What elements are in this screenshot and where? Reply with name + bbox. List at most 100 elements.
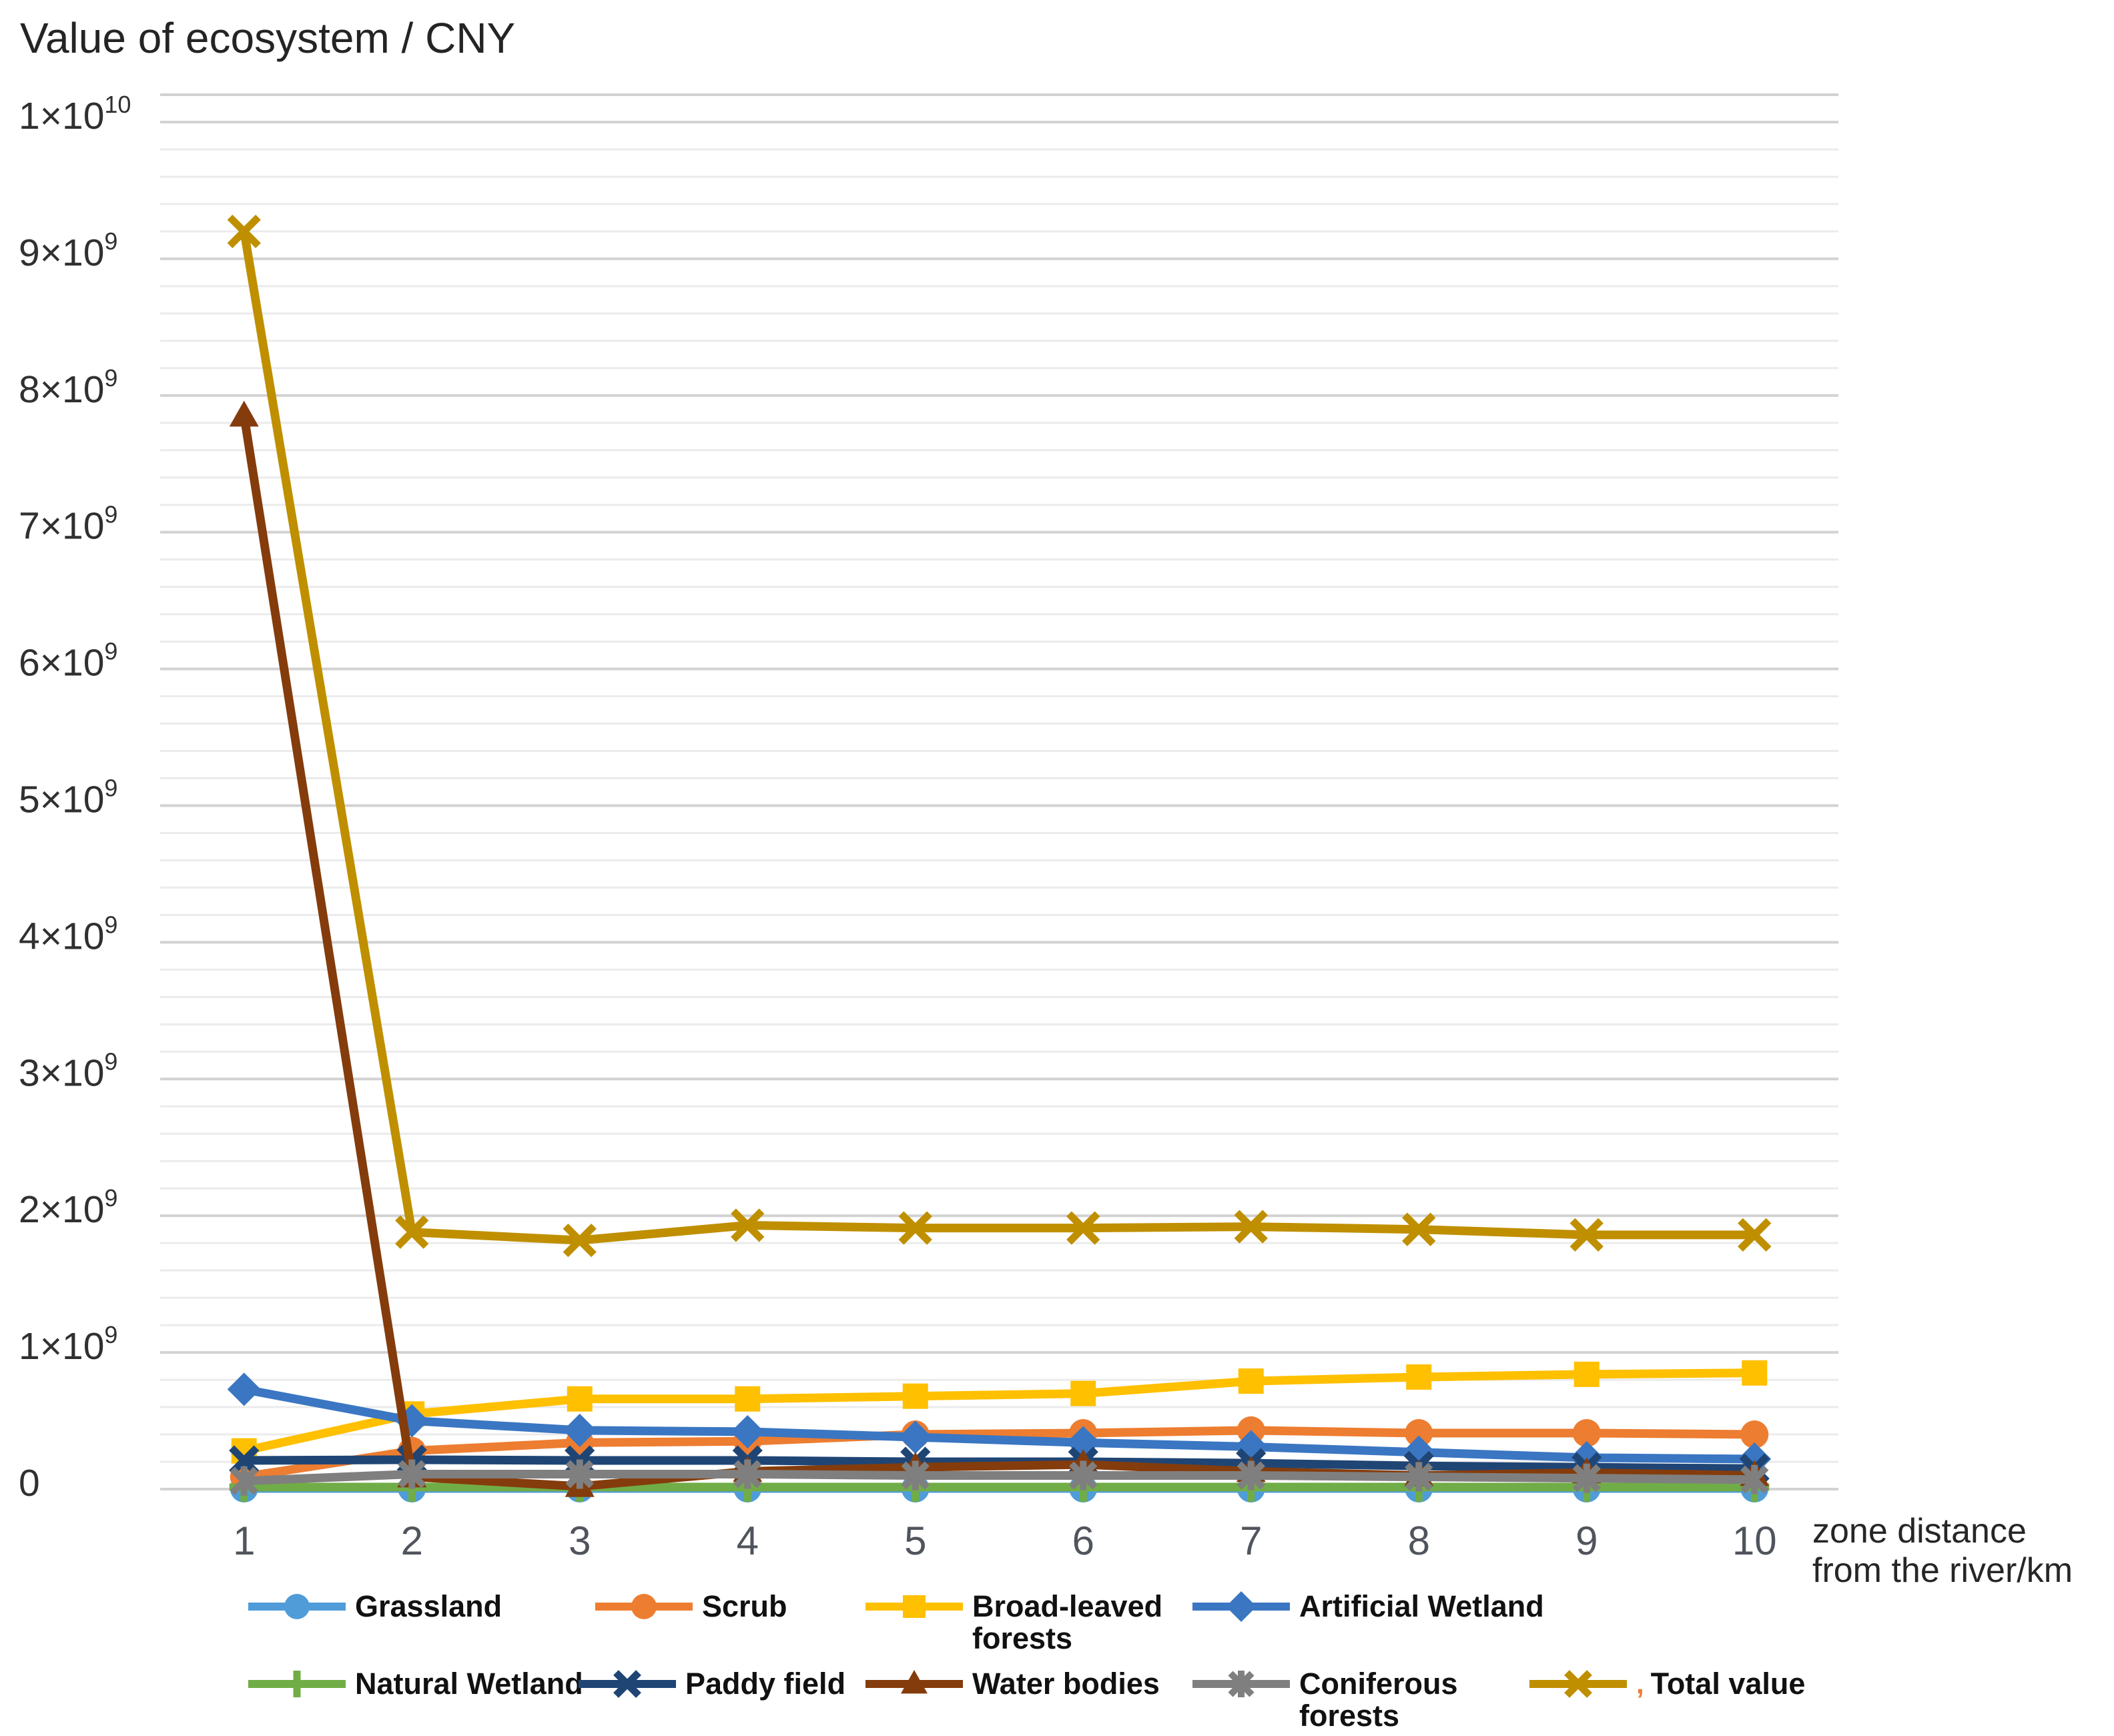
- legend-item-scrub: Scrub: [594, 1591, 787, 1623]
- x-axis-title: zone distance from the river/km: [1812, 1512, 2073, 1591]
- marker-diamond: [227, 1372, 261, 1406]
- x-tick-label: 1: [233, 1518, 255, 1563]
- x-tick-label: 8: [1408, 1518, 1430, 1563]
- marker-x: [1569, 1218, 1604, 1252]
- marker-asterisk: [1572, 1463, 1601, 1493]
- marker-asterisk: [1237, 1460, 1265, 1490]
- x-tick-label: 10: [1732, 1518, 1777, 1563]
- marker-circle: [1572, 1418, 1601, 1447]
- legend-item-water-bodies: Water bodies: [864, 1668, 1160, 1700]
- marker-x: [395, 1215, 429, 1249]
- marker-circle: [284, 1594, 310, 1619]
- legend-label: Natural Wetland: [355, 1667, 583, 1701]
- water-bodies-legend-marker-icon: [865, 1670, 963, 1694]
- x-tick-label: 9: [1575, 1518, 1598, 1563]
- marker-diamond: [731, 1414, 765, 1448]
- natural-wetland-legend-marker-icon: [248, 1671, 346, 1697]
- legend-label: Paddy field: [685, 1667, 846, 1701]
- y-tick-label: 0: [19, 1462, 40, 1504]
- marker-asterisk: [398, 1459, 426, 1489]
- x-tick-label: 3: [569, 1518, 591, 1563]
- marker-diamond: [1226, 1591, 1257, 1622]
- marker-x: [898, 1211, 932, 1245]
- legend-item-natural-wetland: Natural Wetland: [247, 1668, 583, 1700]
- legend-label: Water bodies: [972, 1667, 1160, 1701]
- x-tick-label: 5: [904, 1518, 926, 1563]
- x-tick-label: 7: [1240, 1518, 1262, 1563]
- series-line: [240, 1470, 1759, 1486]
- y-tick-label: 5×109: [19, 774, 117, 821]
- y-tick-label: 1×109: [19, 1321, 117, 1368]
- legend-item-coniferous-forests: Coniferous forests: [1191, 1668, 1458, 1732]
- marker-asterisk: [230, 1466, 258, 1496]
- marker-x: [227, 214, 261, 249]
- y-tick-label: 2×109: [19, 1184, 117, 1231]
- legend-label: Artificial Wetland: [1299, 1589, 1544, 1623]
- marker-asterisk: [1228, 1671, 1255, 1697]
- marker-square: [735, 1386, 761, 1412]
- grassland-legend-marker-icon: [248, 1594, 346, 1619]
- chart-title: Value of ecosystem / CNY: [20, 14, 516, 62]
- marker-plus: [284, 1671, 310, 1697]
- marker-circle: [631, 1594, 657, 1619]
- legend-item-artificial-wetland: Artificial Wetland: [1191, 1591, 1544, 1623]
- series-line: [240, 1426, 1759, 1482]
- legend-item-paddy-field: Paddy field: [577, 1668, 845, 1700]
- series-water-bodies: [229, 400, 1770, 1497]
- x-axis-labels: 1 2 3 4 5 6 7 8 9 10: [233, 1518, 1777, 1563]
- marker-x: [613, 1670, 641, 1698]
- y-axis-labels: 1×1010 9×109 8×109 7×109 6×109 5×109 4×109 3×10…: [19, 91, 131, 1504]
- y-tick-label: 6×109: [19, 638, 117, 685]
- coniferous-forests-legend-marker-icon: [1192, 1671, 1290, 1697]
- series-coniferous-forests: [230, 1459, 1769, 1496]
- legend-item-broad-leaved-forests: Broad-leaved forests: [864, 1591, 1162, 1655]
- x-axis-title-line1: zone distance: [1812, 1512, 2027, 1551]
- marker-asterisk: [1069, 1460, 1098, 1490]
- x-tick-label: 4: [737, 1518, 759, 1563]
- marker-asterisk: [1740, 1464, 1769, 1494]
- x-axis-title-line2: from the river/km: [1812, 1551, 2073, 1590]
- series-line: [240, 227, 1759, 1245]
- marker-square: [903, 1595, 926, 1618]
- y-tick-label: 9×109: [19, 228, 117, 274]
- marker-asterisk: [733, 1459, 762, 1489]
- paddy-field-legend-marker-icon: [579, 1670, 676, 1698]
- y-tick-label: 3×109: [19, 1047, 117, 1094]
- marker-asterisk: [565, 1459, 594, 1489]
- marker-triangle: [901, 1670, 928, 1694]
- marker-square: [1742, 1360, 1768, 1386]
- marker-square: [1070, 1380, 1096, 1406]
- marker-square: [1406, 1364, 1432, 1390]
- legend-label: Broad-leaved forests: [972, 1589, 1163, 1655]
- marker-x: [1066, 1211, 1100, 1245]
- legend-artifact-mark: ,: [1636, 1668, 1644, 1699]
- x-tick-label: 2: [401, 1518, 423, 1563]
- y-tick-label: 4×109: [19, 911, 117, 957]
- marker-x: [1402, 1212, 1436, 1246]
- gridlines: [160, 93, 1838, 1490]
- marker-square: [567, 1386, 593, 1412]
- broad-leaved-forests-legend-marker-icon: [865, 1595, 963, 1618]
- series-line: [240, 1384, 1759, 1464]
- y-tick-label: 8×109: [19, 364, 117, 411]
- legend-item-grassland: Grassland: [247, 1591, 502, 1623]
- marker-diamond: [898, 1420, 932, 1454]
- marker-asterisk: [901, 1460, 930, 1490]
- artificial-wetland-legend-marker-icon: [1192, 1591, 1290, 1622]
- legend-label: Scrub: [702, 1589, 787, 1623]
- marker-asterisk: [1405, 1462, 1433, 1492]
- legend-item-total-value: , Total value: [1528, 1668, 1805, 1700]
- marker-x: [1564, 1670, 1592, 1698]
- marker-square: [902, 1383, 928, 1409]
- marker-x: [731, 1208, 765, 1242]
- series-total-value: [227, 214, 1772, 1258]
- marker-circle: [1405, 1418, 1433, 1447]
- marker-circle: [1740, 1420, 1769, 1449]
- legend-label: Coniferous forests: [1299, 1667, 1458, 1733]
- marker-square: [1573, 1361, 1600, 1387]
- series-line: [240, 1368, 1759, 1456]
- marker-x: [1738, 1218, 1772, 1252]
- legend-label: Grassland: [355, 1589, 502, 1623]
- scrub-legend-marker-icon: [595, 1594, 693, 1619]
